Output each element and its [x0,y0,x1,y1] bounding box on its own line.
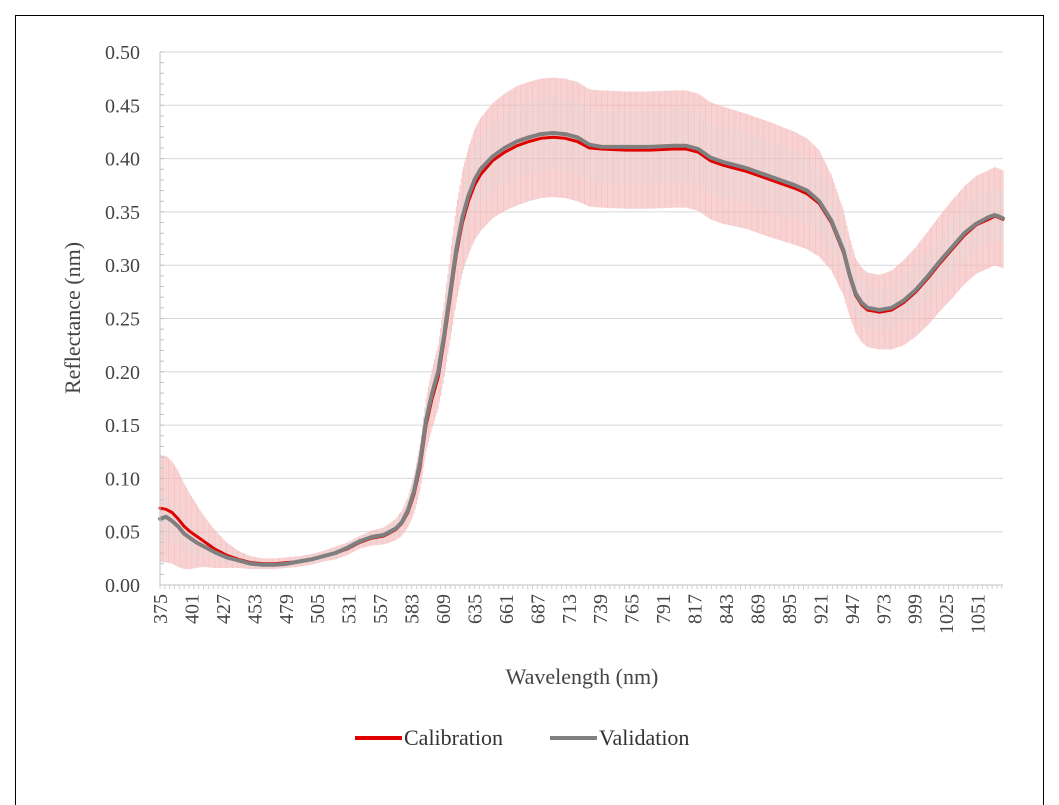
y-tick-label: 0.35 [105,202,140,224]
x-tick-label: 843 [716,594,738,624]
y-tick-label: 0.45 [105,95,140,117]
x-tick-label: 453 [244,594,266,624]
x-tick-label: 609 [433,594,455,624]
x-tick-label: 401 [181,594,203,624]
legend: Calibration Validation [355,725,689,750]
x-tick-label: 791 [653,594,675,624]
y-tick-label: 0.10 [105,468,140,490]
y-tick-label: 0.30 [105,255,140,277]
x-tick-label: 375 [150,594,172,624]
legend-label-calibration: Calibration [404,725,503,750]
x-tick-label: 661 [496,594,518,624]
legend-label-validation: Validation [599,725,689,750]
error-bands [159,77,1004,570]
x-tick-label: 869 [747,594,769,624]
axes: 0.00 0.05 0.10 0.15 0.20 0.25 0.30 0.35 0.40 0.45… [105,42,1003,634]
x-tick-label: 479 [276,594,298,624]
y-tick-label: 0.15 [105,415,140,437]
series-lines [158,131,1005,567]
x-tick-label: 1025 [936,594,958,634]
x-tick-label: 739 [590,594,612,624]
x-tick-label: 765 [622,594,644,624]
x-tick-label: 921 [810,594,832,624]
x-tick-label: 635 [464,594,486,624]
x-tick-label: 1051 [968,594,990,634]
y-tick-label: 0.20 [105,362,140,384]
y-tick-label: 0.00 [105,575,140,597]
y-tick-label: 0.40 [105,149,140,171]
x-tick-label: 583 [402,594,424,624]
series-line-calibration [158,135,1005,566]
series-line-validation [158,131,1005,567]
y-tick-label: 0.25 [105,309,140,331]
x-tick-label: 427 [213,594,235,624]
x-tick-label: 557 [370,594,392,624]
x-tick-label: 687 [527,594,549,624]
x-tick-label: 531 [339,594,361,624]
x-tick-label: 973 [873,594,895,624]
x-tick-label: 947 [842,594,864,624]
y-axis-title: Reflectance (nm) [60,242,85,394]
y-tick-label: 0.50 [105,42,140,64]
x-tick-label: 505 [307,594,329,624]
chart-frame [15,15,1044,805]
x-tick-label: 713 [559,594,581,624]
x-axis-title: Wavelength (nm) [506,664,659,689]
error-band-calibration [159,77,1004,570]
x-tick-label: 999 [905,594,927,624]
x-tick-label: 895 [779,594,801,624]
gridlines [160,51,1003,533]
x-tick-label: 817 [685,594,707,624]
y-tick-label: 0.05 [105,522,140,544]
